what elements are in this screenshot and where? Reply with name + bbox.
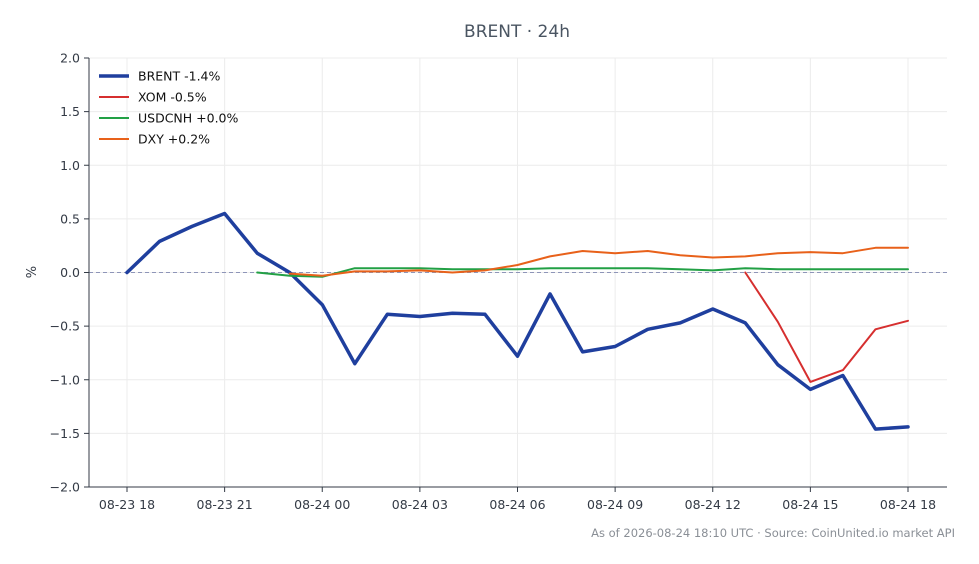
series-line-3 [288, 246, 909, 277]
x-axis-ticks: 08-23 18 08-23 21 08-24 00 08-24 03 08-24 06… [99, 487, 936, 512]
y-tick-label: 2.0 [60, 51, 80, 66]
x-tick-label: 08-23 21 [197, 497, 253, 512]
footer-source-note: As of 2026-08-24 18:10 UTC · Source: Coi… [591, 526, 955, 540]
y-tick-label: −2.0 [50, 480, 80, 495]
y-axis-ticks: −2.0 −1.5 −1.0 −0.5 0.0 0.5 1.0 1.5 2.0 [50, 51, 89, 495]
y-tick-label: −1.0 [50, 372, 80, 387]
series-line-2 [256, 267, 909, 278]
series-line-0 [125, 211, 910, 431]
y-tick-label: 1.5 [60, 104, 80, 119]
x-tick-label: 08-24 09 [587, 497, 643, 512]
series-line-1 [744, 271, 909, 383]
y-tick-label: −1.5 [50, 426, 80, 441]
x-tick-label: 08-23 18 [99, 497, 155, 512]
series-lines [125, 211, 910, 431]
y-tick-label: 1.0 [60, 158, 80, 173]
x-tick-label: 08-24 15 [782, 497, 838, 512]
y-tick-label: −0.5 [50, 319, 80, 334]
x-tick-label: 08-24 12 [685, 497, 741, 512]
legend: BRENT -1.4% XOM -0.5% USDCNH +0.0% DXY +0.2… [99, 69, 239, 147]
x-tick-label: 08-24 00 [294, 497, 350, 512]
y-axis-label: % [25, 266, 40, 278]
x-tick-label: 08-24 18 [880, 497, 936, 512]
legend-label: USDCNH +0.0% [138, 111, 239, 126]
x-tick-label: 08-24 03 [392, 497, 448, 512]
legend-label: DXY +0.2% [138, 132, 210, 147]
y-tick-label: 0.5 [60, 211, 80, 226]
legend-label: XOM -0.5% [138, 90, 207, 105]
legend-label: BRENT -1.4% [138, 69, 221, 84]
y-tick-label: 0.0 [60, 265, 80, 280]
x-tick-label: 08-24 06 [489, 497, 545, 512]
chart-title: BRENT · 24h [464, 22, 570, 42]
